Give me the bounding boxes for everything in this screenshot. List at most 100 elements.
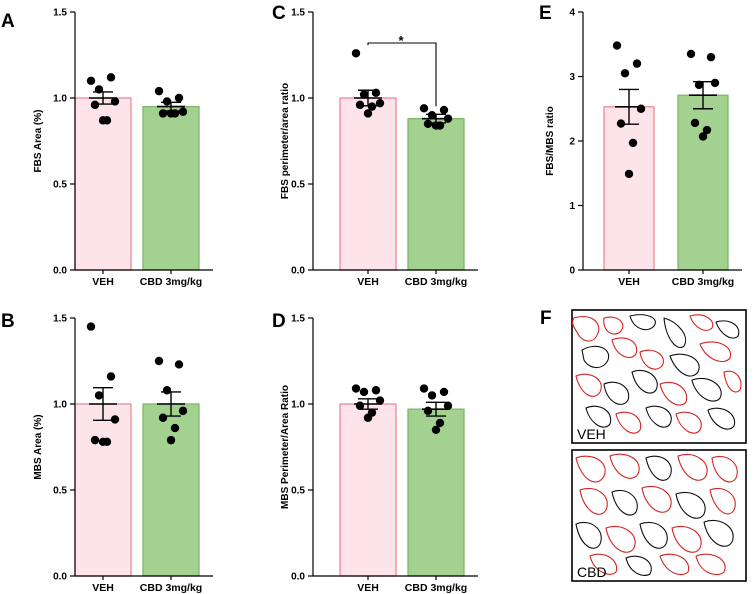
y-tick-label: 0.5 [291,486,305,497]
data-point [367,102,377,111]
data-point [427,111,437,120]
data-point [371,88,381,98]
data-point [443,401,453,410]
data-point [419,384,429,393]
y-tick-label: 0.5 [53,180,67,191]
data-point [178,107,188,116]
data-point [628,138,638,148]
data-point [632,59,642,68]
data-point [624,169,634,179]
y-axis-label: FBS/MBS ratio [545,106,556,175]
y-tick-label: 4 [569,8,575,19]
panel-letter-a: A [1,11,15,32]
veh-image-label: VEH [577,426,606,442]
bar-veh [74,97,132,271]
panel-d: D MBS Perimeter/Area Ratio VEH CBD 3mg/kg… [272,311,478,594]
y-tick-label: 1.5 [53,8,67,19]
y-axis-label: FBS Area (%) [33,110,44,173]
y-tick-label: 1.0 [53,94,67,105]
bar-cbd [677,94,729,271]
panel-letter-f: F [540,308,552,329]
x-tick-label: CBD 3mg/kg [405,582,467,594]
data-point [419,104,429,113]
y-axis-label: MBS Area (%) [33,414,44,479]
bar-veh [339,403,397,577]
data-point [110,97,120,106]
data-point [427,391,437,400]
cbd-image-label: CBD [577,564,607,580]
data-point [702,125,712,135]
y-tick-label: 0.0 [291,572,305,583]
data-point [178,406,188,416]
data-point [371,386,381,395]
data-point [443,114,453,123]
cbd-outline-image: CBD [571,449,747,582]
bar-veh [74,403,132,577]
data-point [110,415,120,424]
data-point [106,372,116,381]
panel-f: F [540,308,747,582]
y-axis-label: MBS Perimeter/Area Ratio [280,385,291,509]
data-point [154,356,164,366]
data-point [694,80,704,90]
x-tick-label: VEH [92,582,114,594]
data-point [710,78,720,88]
panel-a: A FBS Area (%) VEH CBD 3mg/kg 0.0 0.5 1.0 1.5 [1,8,213,288]
panel-b: B MBS Area (%) VEH CBD 3mg/kg 0.0 0.5 1.0 1.5 [1,311,213,594]
data-point [686,49,696,59]
y-axis-label: FBS perimeter/area ratio [280,83,291,199]
bar-veh [603,106,655,271]
data-point [620,69,630,78]
data-point [166,435,176,445]
significance-bracket [367,42,437,107]
data-point [158,109,168,118]
data-point [359,90,369,99]
data-point [94,391,104,400]
data-point [375,98,385,108]
data-point [174,360,184,369]
data-point [363,413,373,422]
data-point [90,100,100,110]
data-point [706,52,716,62]
panel-letter-e: E [539,3,552,24]
y-tick-label: 0.0 [291,266,305,277]
significance-star: * [398,33,404,48]
y-tick-label: 1 [569,201,575,212]
data-point [431,121,441,130]
data-point [612,41,622,50]
data-point [166,109,176,118]
data-point [98,116,108,125]
data-point [86,322,96,331]
data-point [355,401,365,410]
y-tick-label: 0 [569,266,575,277]
veh-outlines [571,314,742,434]
data-point [351,49,361,58]
y-tick-label: 1.5 [291,314,305,325]
y-tick-label: 1.5 [53,314,67,325]
cbd-outlines [575,453,738,576]
y-tick-label: 0.0 [53,572,67,583]
bar-veh [339,97,397,271]
data-point [363,109,373,118]
y-tick-label: 1.5 [291,8,305,19]
y-tick-label: 0.0 [53,266,67,277]
x-tick-label: VEH [357,582,379,594]
data-point [423,119,433,128]
data-point [94,85,104,94]
data-point [154,86,164,96]
data-point [636,104,646,113]
y-tick-label: 1.0 [291,94,305,105]
veh-image-frame [571,309,747,444]
data-point [616,119,626,128]
data-point [375,396,385,405]
data-point [439,105,449,115]
data-point [423,406,433,416]
x-tick-label: VEH [92,276,114,288]
panel-c: C FBS perimeter/area ratio * VEH CBD 3mg/… [272,3,478,288]
bar-cbd [407,408,465,577]
data-point [90,435,100,445]
data-point [162,97,172,106]
data-point [351,384,361,393]
data-point [690,118,700,128]
